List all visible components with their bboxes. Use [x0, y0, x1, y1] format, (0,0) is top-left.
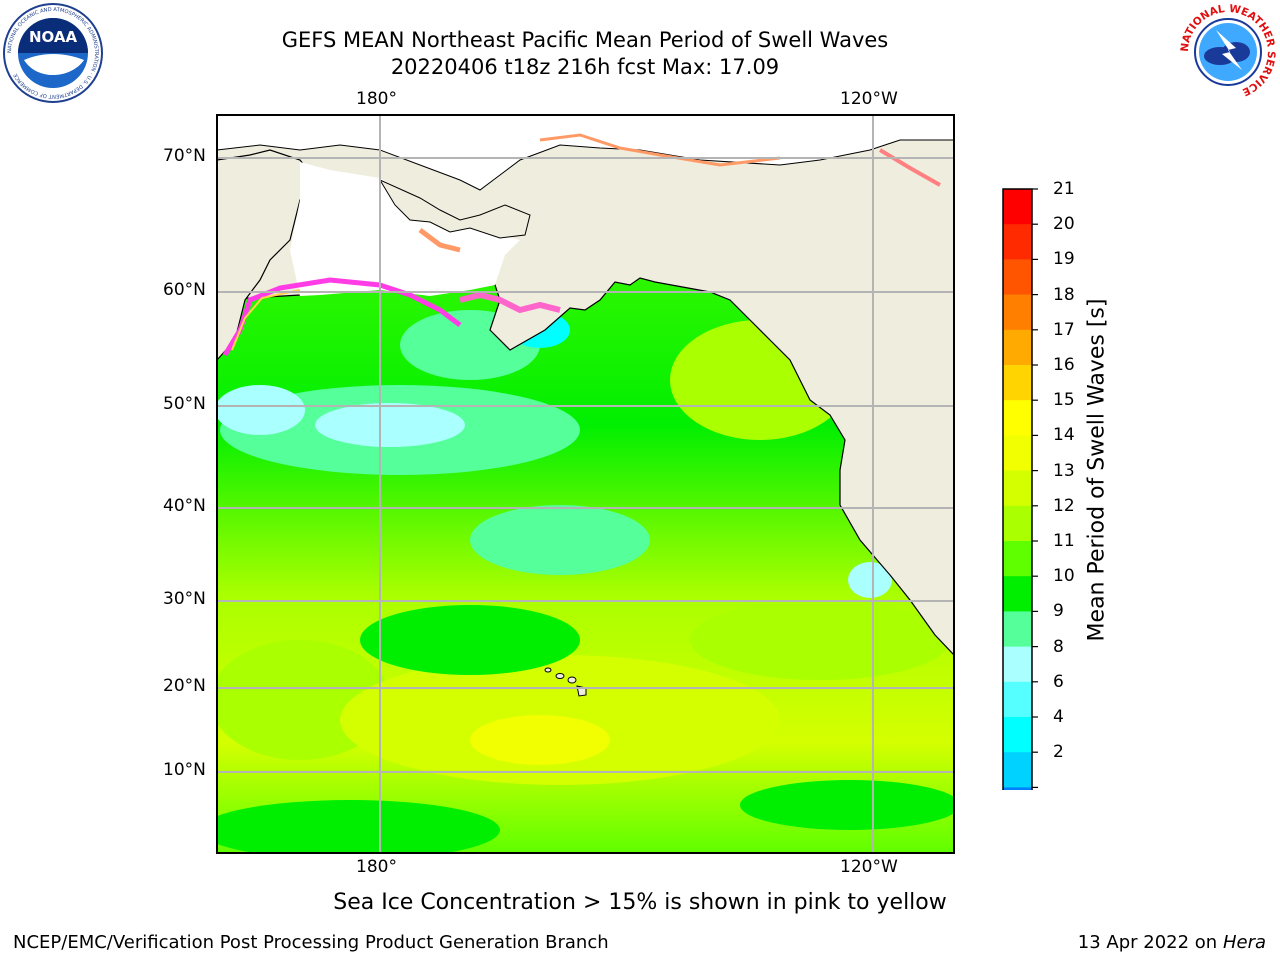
run-date-text: 13 Apr 2022 on	[1077, 932, 1223, 953]
colorbar-segment	[1003, 329, 1032, 366]
cb-tick-9: 9	[1053, 601, 1064, 621]
cb-tick-20: 20	[1053, 214, 1075, 234]
cb-tick-17: 17	[1053, 320, 1075, 340]
cb-tick-18: 18	[1053, 285, 1075, 305]
sea-ice-edge	[222, 133, 941, 357]
colorbar-segment	[1003, 505, 1032, 542]
colorbar	[1002, 188, 1038, 790]
plot-title-line2: 20220406 t18z 216h fcst Max: 17.09	[390, 55, 780, 79]
colorbar-segment	[1003, 294, 1032, 331]
lat-tick-10n: 10°N	[163, 760, 206, 780]
credit-line: NCEP/EMC/Verification Post Processing Pr…	[13, 932, 609, 953]
cb-tick-13: 13	[1053, 461, 1075, 481]
cb-tick-16: 16	[1053, 355, 1075, 375]
lon-tick-top-180: 180°	[356, 89, 397, 109]
lat-tick-40n: 40°N	[163, 496, 206, 516]
map-frame	[216, 114, 955, 854]
colorbar-segment	[1003, 787, 1032, 790]
colorbar-segment	[1003, 365, 1032, 401]
cb-tick-14: 14	[1053, 425, 1075, 445]
cb-tick-19: 19	[1053, 249, 1075, 269]
lat-tick-60n: 60°N	[163, 280, 206, 300]
graticule	[217, 115, 954, 853]
colorbar-segment	[1003, 541, 1032, 577]
lon-tick-top-120w: 120°W	[840, 89, 898, 109]
colorbar-segment	[1003, 435, 1032, 472]
colorbar-segment	[1003, 259, 1032, 296]
noaa-logo-label: NOAA	[29, 28, 78, 46]
cb-tick-15: 15	[1053, 390, 1075, 410]
noaa-logo-graphic: NOAA NATIONAL OCEANIC AND ATMOSPHERIC AD…	[3, 3, 103, 103]
plot-title-line1: GEFS MEAN Northeast Pacific Mean Period …	[281, 28, 889, 52]
colorbar-segment	[1003, 470, 1032, 507]
lat-tick-50n: 50°N	[163, 394, 206, 414]
sea-ice-note: Sea Ice Concentration > 15% is shown in …	[333, 890, 947, 915]
lat-tick-70n: 70°N	[163, 146, 206, 166]
cb-tick-8: 8	[1053, 637, 1064, 657]
arctic-no-data	[290, 162, 520, 296]
lon-tick-bottom-120w: 120°W	[840, 857, 898, 877]
arctic-ocean-white	[217, 115, 954, 191]
colorbar-segment	[1003, 717, 1032, 753]
land-alaska-west	[378, 178, 531, 239]
cb-tick-2: 2	[1053, 742, 1064, 762]
cb-tick-21: 21	[1053, 179, 1075, 199]
lat-tick-20n: 20°N	[163, 676, 206, 696]
noaa-logo: NOAA NATIONAL OCEANIC AND ATMOSPHERIC AD…	[2, 2, 104, 104]
colorbar-segment	[1003, 224, 1032, 260]
colorbar-segment	[1003, 400, 1032, 436]
nws-logo-graphic: NATIONAL WEATHER SERVICE	[1179, 3, 1277, 101]
colorbar-segment	[1003, 576, 1032, 612]
machine-name: Hera	[1222, 932, 1266, 953]
colorbar-segment	[1003, 646, 1032, 683]
cb-tick-4: 4	[1053, 707, 1064, 727]
cb-tick-11: 11	[1053, 531, 1075, 551]
colorbar-segment	[1003, 611, 1032, 648]
colorbar-label: Mean Period of Swell Waves [s]	[1084, 298, 1110, 642]
colorbar-segment	[1003, 681, 1032, 718]
cb-tick-12: 12	[1053, 496, 1075, 516]
colorbar-segment	[1003, 752, 1032, 788]
cb-tick-10: 10	[1053, 566, 1075, 586]
lat-tick-30n: 30°N	[163, 589, 206, 609]
colorbar-segment	[1003, 189, 1032, 225]
nws-logo: NATIONAL WEATHER SERVICE	[1176, 0, 1280, 104]
run-date: 13 Apr 2022 on Hera	[1078, 932, 1266, 953]
lon-tick-bottom-180: 180°	[356, 857, 397, 877]
cb-tick-6: 6	[1053, 672, 1064, 692]
